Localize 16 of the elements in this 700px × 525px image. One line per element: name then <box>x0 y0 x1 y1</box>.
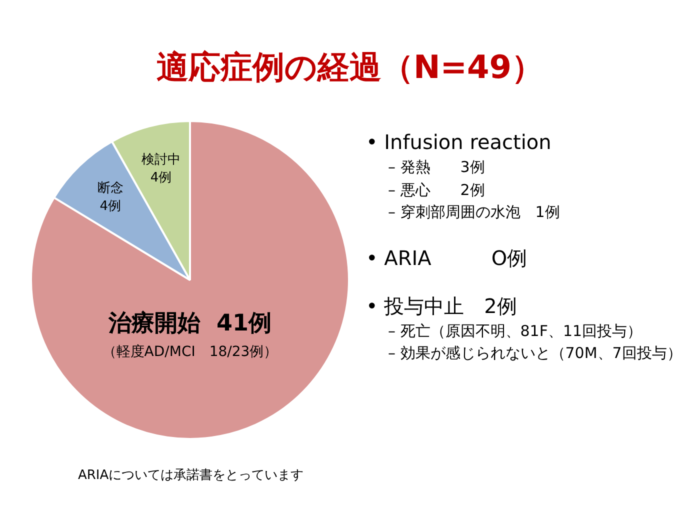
text: – 穿刺部周囲の水泡 1例 <box>388 203 561 222</box>
text: • 投与中止 2例 <box>366 292 518 318</box>
text: • ARIA O例 <box>366 244 528 270</box>
text: （軽度AD/MCI 18/23例） <box>102 344 278 360</box>
text: – 死亡（原因不明、81F、11回投与） <box>388 322 644 341</box>
slice-label: 断念 <box>97 181 124 196</box>
text: – 発熱 3例 <box>388 158 486 178</box>
text: – 悪心 2例 <box>388 180 486 200</box>
slice-label: 治療開始 41例 <box>107 309 272 336</box>
text: ARIAについては承諾書をとっています <box>78 467 304 484</box>
chart-title: 適応症例の経過（N=49） <box>155 47 545 88</box>
data-label: 4例 <box>100 199 121 214</box>
data-label: 4例 <box>150 170 172 186</box>
text: • Infusion reaction <box>366 129 552 155</box>
text: – 効果が感じられないと（70M、7回投与） <box>388 344 683 364</box>
slice-label: 検討中 <box>141 152 180 168</box>
